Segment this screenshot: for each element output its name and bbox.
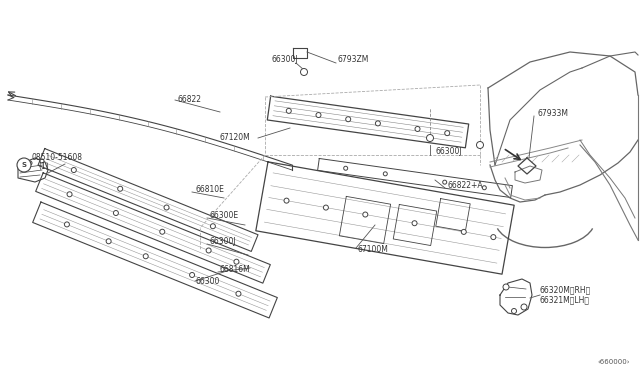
Circle shape [383,172,387,176]
Circle shape [284,198,289,203]
Circle shape [301,68,307,76]
Text: 66320M〈RH〉: 66320M〈RH〉 [540,285,591,295]
Text: 66300J: 66300J [435,148,461,157]
Text: 66300: 66300 [195,278,220,286]
Text: S: S [22,162,26,168]
Circle shape [363,212,368,217]
Circle shape [323,205,328,210]
Text: (1): (1) [38,163,49,171]
Circle shape [211,224,216,229]
Circle shape [143,254,148,259]
Circle shape [511,308,516,314]
Circle shape [160,229,164,234]
Circle shape [346,117,351,122]
Text: 67933M: 67933M [538,109,569,119]
Circle shape [71,167,76,173]
Text: 66321M〈LH〉: 66321M〈LH〉 [540,295,590,305]
Text: 08510-51608: 08510-51608 [32,154,83,163]
Circle shape [412,221,417,226]
Circle shape [17,158,31,172]
Circle shape [491,235,496,240]
Text: 66822+A: 66822+A [447,182,483,190]
Circle shape [286,108,291,113]
Text: 66300J: 66300J [210,237,237,247]
Circle shape [344,166,348,170]
Circle shape [477,141,483,148]
Circle shape [40,159,44,163]
Text: 66810E: 66810E [195,186,224,195]
Circle shape [426,135,433,141]
Circle shape [415,126,420,131]
Circle shape [483,186,486,190]
Text: 66300E: 66300E [210,211,239,219]
Circle shape [503,284,509,290]
Circle shape [189,272,195,278]
Circle shape [234,259,239,264]
Text: 67120M: 67120M [220,134,251,142]
Circle shape [316,113,321,118]
Text: 66822: 66822 [178,96,202,105]
Circle shape [461,230,467,234]
Circle shape [445,131,450,136]
Circle shape [28,161,32,165]
Text: 67100M: 67100M [358,246,389,254]
Text: 6793ZM: 6793ZM [338,55,369,64]
Circle shape [206,248,211,253]
Circle shape [236,291,241,296]
Circle shape [67,192,72,197]
Circle shape [443,180,447,184]
Text: ‹660000›: ‹660000› [598,359,630,365]
Circle shape [113,211,118,215]
Text: 66816M: 66816M [220,266,251,275]
Circle shape [376,121,380,126]
Text: 66300J: 66300J [272,55,299,64]
Circle shape [521,304,527,310]
Circle shape [118,186,123,191]
Circle shape [164,205,169,210]
Circle shape [106,239,111,244]
Circle shape [65,222,69,227]
